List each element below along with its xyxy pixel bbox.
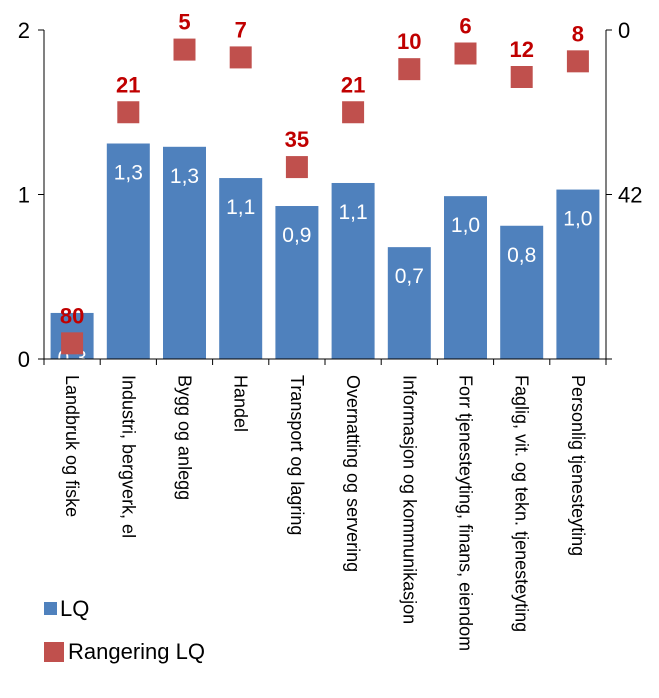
lq-bar	[219, 178, 263, 359]
left-tick-label: 2	[18, 18, 30, 43]
bar-series: 0,31,3 1,31,10,91,10,71,00,81,0	[50, 143, 600, 370]
rank-data-label: 7	[235, 17, 247, 42]
rank-data-label: 10	[397, 29, 421, 54]
rank-marker	[173, 38, 196, 61]
lq-bar	[444, 196, 487, 359]
left-tick-label: 1	[18, 183, 30, 208]
legend: LQ Rangering LQ	[44, 596, 205, 664]
rank-marker	[510, 66, 533, 88]
lq-bar	[275, 206, 319, 359]
rank-data-label: 35	[285, 127, 309, 152]
rank-data-label: 21	[116, 72, 140, 97]
category-label: Landbruk og fiske	[62, 375, 82, 517]
rank-marker	[398, 58, 421, 81]
lq-data-label: 1,0	[451, 214, 480, 237]
rank-marker	[566, 50, 589, 73]
legend-label-rank: Rangering LQ	[68, 639, 205, 664]
category-label: Bygg og anlegg	[175, 375, 195, 500]
category-label: Personlig tjenesteyting	[568, 375, 588, 556]
rank-series: 80 21 5 7 35 21 10 6 12 8	[60, 10, 589, 355]
lq-bar	[163, 146, 206, 359]
category-label: Forr tjenesteyting, finans, eiendom	[456, 375, 476, 651]
category-label: Transport og lagring	[287, 375, 307, 535]
lq-data-label: 1,0	[563, 208, 592, 231]
rank-data-label: 5	[178, 10, 190, 35]
rank-marker	[117, 101, 140, 124]
rank-marker	[229, 46, 252, 69]
right-tick-label: 0	[618, 18, 630, 43]
lq-bar	[106, 143, 150, 359]
legend-label-lq: LQ	[60, 596, 89, 621]
legend-swatch-lq	[44, 602, 57, 615]
rank-data-label: 12	[509, 37, 533, 62]
rank-marker	[454, 42, 477, 65]
lq-bar	[556, 189, 600, 359]
lq-data-label: 0,8	[507, 244, 536, 267]
lq-data-label: 0,7	[395, 265, 424, 288]
category-label: Industri, bergverk, el	[118, 375, 138, 538]
lq-data-label: 0,9	[282, 224, 311, 247]
right-tick-label: 42	[618, 183, 642, 208]
rank-marker	[342, 101, 365, 124]
rank-data-label: 6	[459, 14, 471, 39]
lq-bar	[500, 225, 544, 359]
rank-data-label: 80	[60, 303, 84, 328]
lq-bar	[387, 247, 431, 359]
left-tick-label: 0	[18, 347, 30, 372]
legend-swatch-rank	[44, 642, 64, 662]
rank-data-label: 21	[341, 72, 365, 97]
lq-bar	[331, 182, 375, 359]
category-label: Informasjon og kommunikasjon	[399, 375, 419, 624]
rank-data-label: 8	[572, 21, 584, 46]
rank-marker	[285, 156, 308, 179]
category-label: Handel	[231, 375, 251, 432]
lq-data-label: 1,1	[338, 201, 367, 224]
lq-data-label: 1,3	[114, 162, 143, 185]
lq-data-label: 1,1	[226, 196, 255, 219]
category-label: Overnatting og servering	[343, 375, 363, 572]
lq-data-label: 1,3	[170, 165, 199, 188]
rank-marker	[61, 332, 84, 355]
category-label: Faglig, vit. og tekn. tjenesteyting	[512, 375, 532, 632]
